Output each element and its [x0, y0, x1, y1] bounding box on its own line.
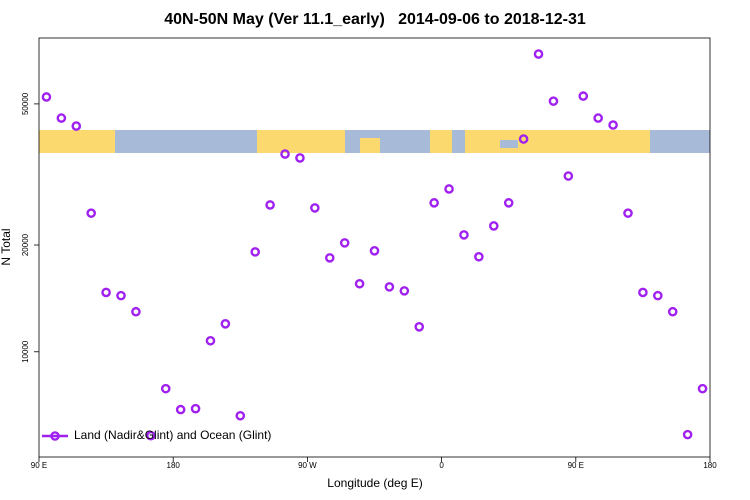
point	[682, 429, 693, 440]
point	[444, 184, 454, 194]
point	[548, 96, 559, 106]
point	[518, 134, 529, 144]
point	[667, 306, 678, 317]
point	[116, 290, 126, 301]
point	[459, 230, 469, 240]
point	[429, 198, 439, 208]
point	[399, 286, 410, 296]
point	[653, 290, 663, 301]
point	[339, 238, 350, 248]
y-tick-label: 50000	[21, 92, 30, 115]
point	[414, 322, 425, 332]
x-tick-label: 90 W	[298, 461, 317, 470]
plot-frame	[38, 37, 711, 458]
y-tick-label: 20000	[21, 233, 30, 256]
map-strip	[39, 130, 710, 153]
point	[146, 430, 156, 441]
point	[503, 198, 514, 208]
x-tick-label: 90 E	[31, 461, 47, 470]
point	[608, 120, 618, 130]
point	[384, 282, 395, 292]
point	[41, 92, 52, 102]
point	[205, 335, 216, 346]
point	[578, 91, 589, 101]
x-tick-label: 90 E	[568, 461, 584, 470]
x-tick-label: 180	[703, 461, 717, 470]
point	[86, 208, 96, 218]
x-tick-label: 0	[439, 461, 444, 470]
point	[533, 49, 544, 59]
point	[220, 319, 231, 329]
point	[175, 404, 186, 415]
point	[160, 383, 171, 394]
point	[235, 410, 246, 421]
point	[563, 171, 574, 181]
legend-label: Land (Nadir&Glint) and Ocean (Glint)	[74, 428, 271, 442]
point	[488, 221, 499, 231]
point	[310, 203, 320, 213]
point	[697, 383, 708, 394]
chart-title: 40N-50N May (Ver 11.1_early) 2014-09-06 …	[164, 11, 586, 28]
point	[623, 208, 633, 218]
point	[131, 306, 141, 317]
point	[71, 121, 82, 131]
x-tick-label: 180	[167, 461, 181, 470]
point	[250, 247, 261, 257]
point	[265, 200, 275, 210]
point	[324, 253, 335, 263]
point	[593, 113, 603, 123]
point	[101, 287, 111, 298]
point	[369, 246, 380, 256]
y-tick-label: 10000	[21, 340, 30, 363]
point	[280, 149, 290, 159]
y-axis-label: N Total	[0, 228, 13, 265]
x-axis-label: Longitude (deg E)	[327, 476, 422, 490]
point	[56, 113, 67, 123]
legend-marker	[50, 431, 60, 441]
point	[190, 403, 201, 414]
point	[295, 153, 305, 163]
point	[354, 278, 365, 289]
point	[638, 287, 648, 298]
point	[474, 251, 484, 262]
